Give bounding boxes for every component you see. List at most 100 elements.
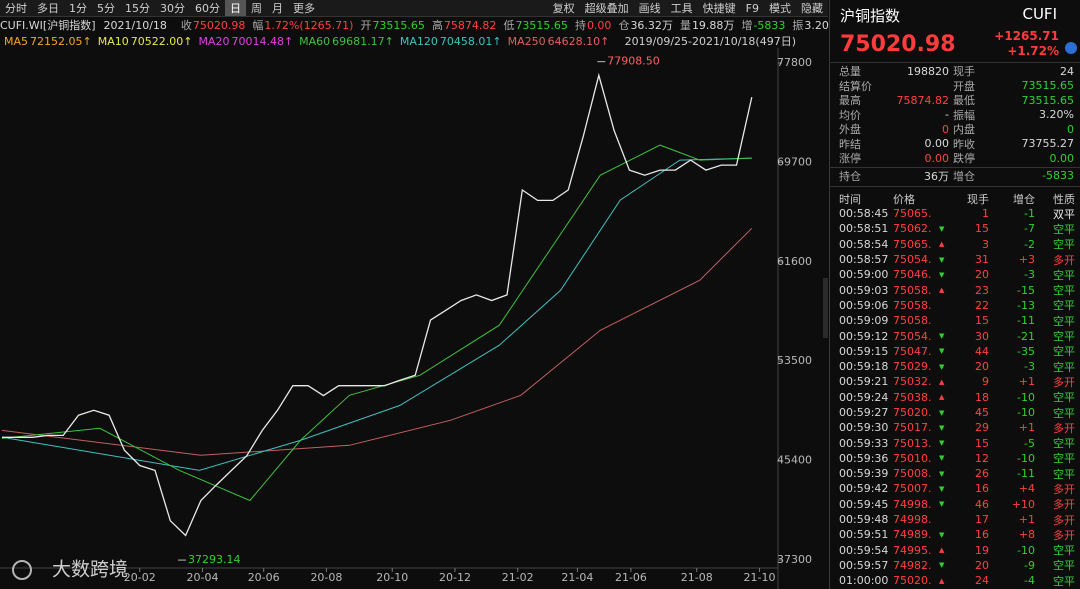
stat-label: 涨停 [839,152,861,166]
tool-button[interactable]: F9 [745,1,759,15]
info-label: 开 [360,19,372,32]
trade-price: 75065. [893,237,932,251]
y-tick-label: 37300 [777,553,812,566]
trade-price: 75065. [893,207,932,221]
trade-oi-change: +8 [1018,528,1035,542]
info-value: 19.88万 [691,19,735,32]
info-label: 仓 [618,19,630,32]
y-tick-label: 77800 [777,56,812,69]
trade-nature: 空平 [1053,406,1075,420]
tool-button[interactable]: 隐藏 [801,2,823,15]
period-tab[interactable]: 5分 [97,2,115,15]
ma-legend: MA5 72152.05↑ MA10 70522.00↑ MA20 70014.48↑ MA… [0,33,828,49]
x-tick-label: 21-10 [744,571,776,584]
x-tick-label: 20-04 [186,571,218,584]
trade-direction-icon: ▼ [939,439,945,448]
trade-volume: 23 [975,283,989,297]
trade-oi-change: +4 [1018,482,1035,496]
period-tab[interactable]: 1分 [69,2,87,15]
period-tab[interactable]: 15分 [125,2,150,15]
tool-button[interactable]: 工具 [670,2,693,15]
period-tab[interactable]: 60分 [195,2,220,15]
stat-value: 0.00 [924,137,950,151]
stat-label: 昨结 [839,137,861,151]
y-tick-label: 69700 [777,155,812,168]
y-tick-label: 45400 [777,454,812,467]
trade-time: 00:59:39 [839,467,889,481]
info-value: 73515.65 [515,18,568,32]
stat-value: 0 [1067,122,1074,136]
period-tab[interactable]: 更多 [293,2,315,15]
trade-oi-change: -1 [1024,207,1035,221]
trade-price: 75054. [893,329,932,343]
trade-price: 74982. [893,558,932,572]
tool-button[interactable]: 模式 [769,2,791,15]
period-tab[interactable]: 30分 [160,2,185,15]
trade-direction-icon: ▼ [939,484,945,493]
trade-volume: 15 [975,222,989,236]
trade-time: 00:59:24 [839,390,889,404]
period-tab[interactable]: 多日 [37,2,59,15]
period-tab[interactable]: 日 [225,0,246,16]
ma-value: 69681.17↑ [332,34,394,48]
trade-direction-icon: ▼ [939,561,945,570]
annotation-label: 37293.14 [188,553,241,566]
trade-volume: 20 [975,268,989,282]
trade-volume: 20 [975,360,989,374]
stat-label: 总量 [839,65,861,79]
ma-value: 70522.00↑ [130,34,193,48]
trade-time: 00:59:36 [839,451,889,465]
ma-name: MA250 [507,34,546,48]
trade-oi-change: -10 [1017,451,1035,465]
trade-oi-change: -3 [1024,268,1035,282]
stat-value: 24 [1060,64,1074,78]
trade-nature: 空平 [1053,544,1075,558]
tool-button[interactable]: 复权 [552,2,575,15]
quote-info-row: CUFI.WI[沪铜指数] 2021/10/18 收 75020.98 幅 1.72%(1… [0,17,839,33]
trade-direction-icon: ▲ [939,240,945,249]
y-tick-label: 53500 [777,354,812,367]
watermark-logo [12,560,32,580]
info-label: 振 [792,19,804,32]
trade-oi-change: -11 [1017,314,1035,328]
trade-direction-icon: ▲ [939,576,945,585]
period-tab[interactable]: 月 [272,2,283,15]
period-tab[interactable]: 分时 [5,2,27,15]
trade-price: 74998. [893,497,932,511]
trade-volume: 24 [975,574,989,588]
trade-time: 00:58:45 [839,207,889,221]
stat-label: 最低 [953,94,975,108]
ma-value: 70458.01↑ [439,34,502,48]
edit-icon[interactable] [1065,42,1077,54]
stat-value: 0 [942,122,949,136]
y-tick-label: 61600 [777,255,812,268]
ma-name: MA60 [299,34,331,48]
trade-oi-change: -3 [1024,360,1035,374]
trade-direction-icon: ▼ [939,454,945,463]
tool-button[interactable]: 超级叠加 [584,2,629,15]
collapse-handle [823,278,828,338]
trades-header-cell: 增仓 [1013,192,1035,206]
trade-nature: 空平 [1053,574,1075,588]
x-tick-label: 21-04 [561,571,593,584]
trade-oi-change: -2 [1024,237,1035,251]
trade-time: 00:59:45 [839,497,889,511]
trade-price: 75010. [893,451,932,465]
annotation-label: 77908.50 [607,55,660,68]
trade-oi-change: +1 [1018,375,1035,389]
trade-direction-icon: ▼ [939,347,945,356]
trade-price: 75007. [893,482,932,496]
trade-nature: 空平 [1053,437,1075,451]
trade-nature: 空平 [1053,238,1075,252]
trade-time: 00:59:18 [839,360,889,374]
trade-direction-icon: ▼ [939,255,945,264]
period-tab[interactable]: 周 [251,2,262,15]
trade-volume: 30 [975,329,989,343]
trade-time: 00:59:30 [839,421,889,435]
trade-direction-icon: ▼ [939,408,945,417]
tool-button[interactable]: 快捷键 [702,2,736,15]
tool-button[interactable]: 画线 [638,2,661,15]
info-label: 高 [431,19,443,32]
stat-label: 外盘 [839,123,861,137]
